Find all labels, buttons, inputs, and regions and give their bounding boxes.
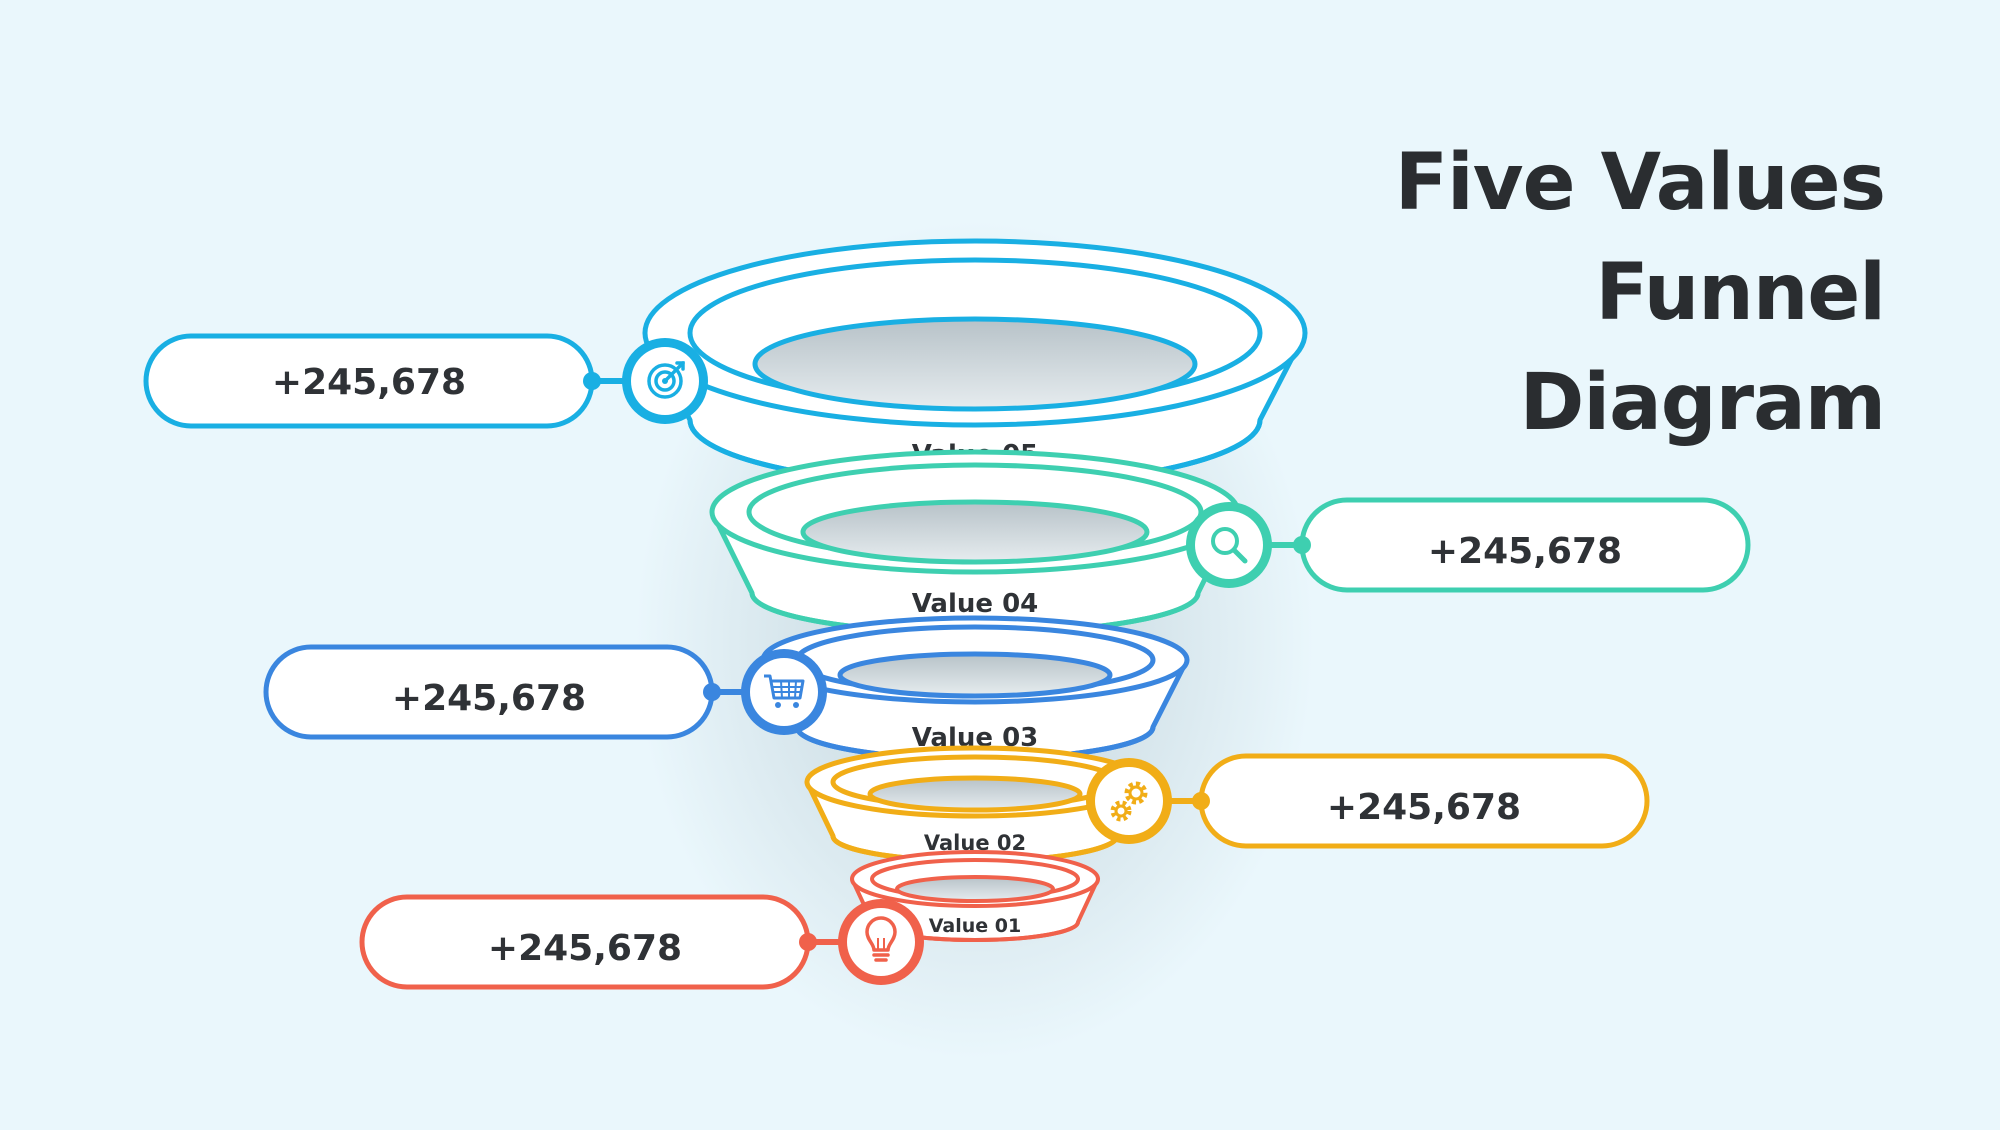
- level-label-04: Value 04: [912, 589, 1039, 619]
- value-text-02: +245,678: [1327, 787, 1521, 828]
- value-callout-05: +245,678: [143, 333, 630, 429]
- lightbulb-icon: [838, 899, 924, 985]
- level-label-01: Value 01: [929, 915, 1021, 937]
- target-icon: [622, 338, 708, 424]
- value-text-05: +245,678: [272, 362, 466, 403]
- funnel-level-04: Value 04: [709, 449, 1241, 636]
- value-callout-01: +245,678: [359, 894, 845, 990]
- title-line-1: Five Values: [1394, 138, 1886, 228]
- funnel-level-02: Value 02: [804, 745, 1146, 864]
- value-callout-04: +245,678: [1265, 497, 1751, 593]
- value-text-03: +245,678: [392, 678, 586, 719]
- page-title: Five Values Funnel Diagram: [1394, 128, 1886, 458]
- title-line-2: Funnel: [1595, 248, 1886, 338]
- title-line-3: Diagram: [1519, 358, 1886, 448]
- cart-icon: [741, 649, 827, 735]
- value-text-04: +245,678: [1428, 531, 1622, 572]
- gears-icon: [1086, 758, 1172, 844]
- funnel-level-03: Value 03: [760, 615, 1190, 762]
- value-callout-03: +245,678: [263, 644, 748, 740]
- search-icon: [1186, 502, 1272, 588]
- value-text-01: +245,678: [488, 928, 682, 969]
- funnel-level-05: Value 05: [642, 238, 1308, 489]
- value-callout-02: +245,678: [1165, 753, 1650, 849]
